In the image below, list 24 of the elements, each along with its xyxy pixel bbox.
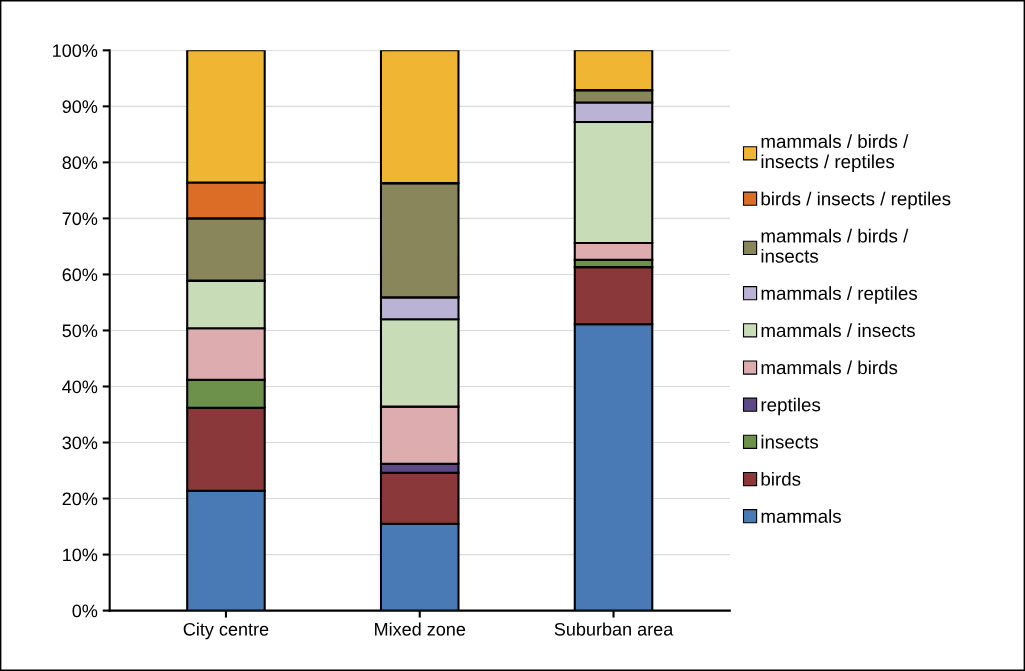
legend-label: mammals / birds / insects / reptiles: [761, 134, 909, 172]
legend-label: mammals / birds / insects: [761, 228, 909, 263]
y-tick-label: 80%: [62, 156, 98, 170]
legend-label: mammals / reptiles: [761, 286, 918, 304]
legend-label: mammals / birds: [761, 360, 898, 375]
legend-label: mammals: [761, 509, 841, 523]
x-tick-label: City centre: [183, 622, 269, 640]
y-tick-label: 60%: [62, 268, 98, 282]
y-tick-label: 70%: [62, 212, 98, 226]
y-tick-label: 30%: [62, 436, 98, 450]
x-tick-label: Mixed zone: [375, 622, 466, 636]
y-tick-label: 90%: [62, 100, 98, 114]
y-tick-label: 0%: [72, 604, 98, 618]
y-tick-label: 50%: [62, 324, 98, 338]
y-tick-label: 40%: [62, 380, 98, 394]
legend-label: mammals / insects: [761, 323, 915, 338]
x-tick-label: Suburban area: [554, 622, 674, 636]
legend-label: insects: [761, 434, 819, 449]
y-tick-label: 10%: [63, 548, 98, 562]
legend-label: birds: [761, 472, 801, 486]
legend-label: reptiles: [761, 397, 821, 416]
y-tick-label: 20%: [62, 492, 98, 506]
y-tick-label: 100%: [53, 44, 98, 58]
legend-label: birds / insects / reptiles: [761, 191, 951, 210]
